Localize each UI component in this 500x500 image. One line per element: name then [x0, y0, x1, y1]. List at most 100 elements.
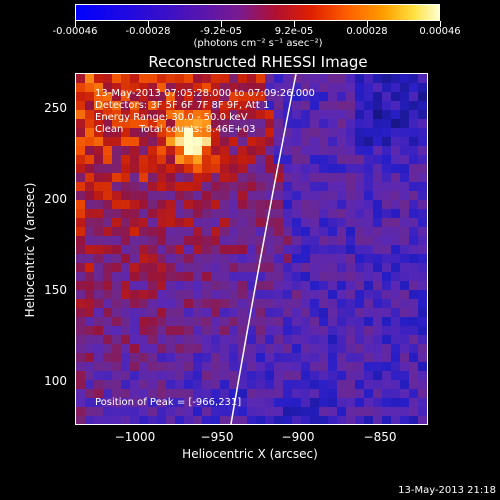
heatmap-cell	[166, 200, 175, 209]
heatmap-cell	[301, 74, 310, 83]
heatmap-cell	[202, 290, 211, 299]
heatmap-cell	[94, 218, 103, 227]
heatmap-cell	[382, 272, 391, 281]
heatmap-cell	[220, 83, 229, 92]
info-peak: Position of Peak = [-966,231]	[95, 397, 242, 408]
heatmap-cell	[337, 344, 346, 353]
heatmap-cell	[346, 254, 355, 263]
heatmap-cell	[256, 290, 265, 299]
heatmap-cell	[274, 245, 283, 254]
heatmap-cell	[148, 353, 157, 362]
heatmap-cell	[112, 146, 121, 155]
heatmap-cell	[76, 308, 85, 317]
heatmap-cell	[346, 317, 355, 326]
heatmap-cell	[337, 299, 346, 308]
y-axis-label: Heliocentric Y (arcsec)	[23, 182, 37, 318]
y-tick-label: 200	[44, 192, 67, 206]
heatmap-cell	[76, 389, 85, 398]
heatmap-cell	[220, 281, 229, 290]
heatmap-cell	[409, 191, 418, 200]
heatmap-cell	[283, 209, 292, 218]
heatmap-cell	[121, 173, 130, 182]
heatmap-cell	[112, 119, 121, 128]
heatmap-cell	[121, 83, 130, 92]
heatmap-cell	[391, 290, 400, 299]
heatmap-cell	[229, 164, 238, 173]
heatmap-cell	[328, 353, 337, 362]
heatmap-cell	[85, 182, 94, 191]
heatmap-cell	[337, 254, 346, 263]
heatmap-cell	[112, 209, 121, 218]
heatmap-cell	[139, 236, 148, 245]
heatmap-cell	[211, 164, 220, 173]
heatmap-cell	[247, 92, 256, 101]
heatmap-cell	[211, 191, 220, 200]
heatmap-cell	[112, 308, 121, 317]
heatmap-cell	[265, 146, 274, 155]
heatmap-cell	[112, 236, 121, 245]
heatmap-cell	[301, 299, 310, 308]
heatmap-cell	[229, 137, 238, 146]
heatmap-cell	[148, 92, 157, 101]
heatmap-cell	[121, 146, 130, 155]
heatmap-cell	[148, 254, 157, 263]
heatmap-cell	[247, 326, 256, 335]
info-detectors: Detectors: 3F 5F 6F 7F 8F 9F, Att 1	[95, 100, 270, 111]
heatmap-cell	[112, 182, 121, 191]
heatmap-cell	[94, 173, 103, 182]
heatmap-cell	[319, 353, 328, 362]
heatmap-cell	[265, 200, 274, 209]
heatmap-cell	[391, 362, 400, 371]
heatmap-cell	[148, 209, 157, 218]
heatmap-cell	[238, 335, 247, 344]
heatmap-cell	[202, 191, 211, 200]
heatmap-cell	[220, 317, 229, 326]
heatmap-cell	[130, 326, 139, 335]
heatmap-cell	[400, 362, 409, 371]
heatmap-cell	[319, 218, 328, 227]
heatmap-cell	[310, 353, 319, 362]
heatmap-cell	[175, 353, 184, 362]
heatmap-cell	[130, 272, 139, 281]
heatmap-cell	[121, 389, 130, 398]
heatmap-cell	[409, 335, 418, 344]
heatmap-cell	[373, 254, 382, 263]
heatmap-cell	[139, 344, 148, 353]
heatmap-cell	[103, 362, 112, 371]
heatmap-cell	[139, 281, 148, 290]
heatmap-cell	[166, 173, 175, 182]
heatmap-cell	[238, 182, 247, 191]
heatmap-cell	[103, 407, 112, 416]
heatmap-cell	[76, 164, 85, 173]
heatmap-cell	[328, 110, 337, 119]
heatmap-cell	[175, 326, 184, 335]
heatmap-cell	[148, 263, 157, 272]
heatmap-cell	[337, 74, 346, 83]
heatmap-cell	[283, 398, 292, 407]
heatmap-cell	[103, 389, 112, 398]
heatmap-cell	[274, 74, 283, 83]
heatmap-cell	[184, 290, 193, 299]
heatmap-cell	[193, 245, 202, 254]
heatmap-cell	[400, 416, 409, 424]
heatmap-cell	[148, 308, 157, 317]
heatmap-cell	[355, 317, 364, 326]
heatmap-cell	[265, 416, 274, 424]
heatmap-cell	[130, 308, 139, 317]
heatmap-cell	[328, 272, 337, 281]
heatmap-cell	[409, 290, 418, 299]
heatmap-cell	[283, 299, 292, 308]
heatmap-cell	[220, 326, 229, 335]
heatmap-cell	[112, 344, 121, 353]
heatmap-cell	[175, 164, 184, 173]
heatmap-cell	[94, 371, 103, 380]
heatmap-cell	[202, 227, 211, 236]
heatmap-cell	[409, 254, 418, 263]
heatmap-cell	[337, 83, 346, 92]
heatmap-cell	[409, 209, 418, 218]
heatmap-cell	[328, 335, 337, 344]
heatmap-cell	[166, 299, 175, 308]
heatmap-cell	[418, 191, 427, 200]
heatmap-cell	[319, 182, 328, 191]
y-tick-label: 150	[44, 283, 67, 297]
